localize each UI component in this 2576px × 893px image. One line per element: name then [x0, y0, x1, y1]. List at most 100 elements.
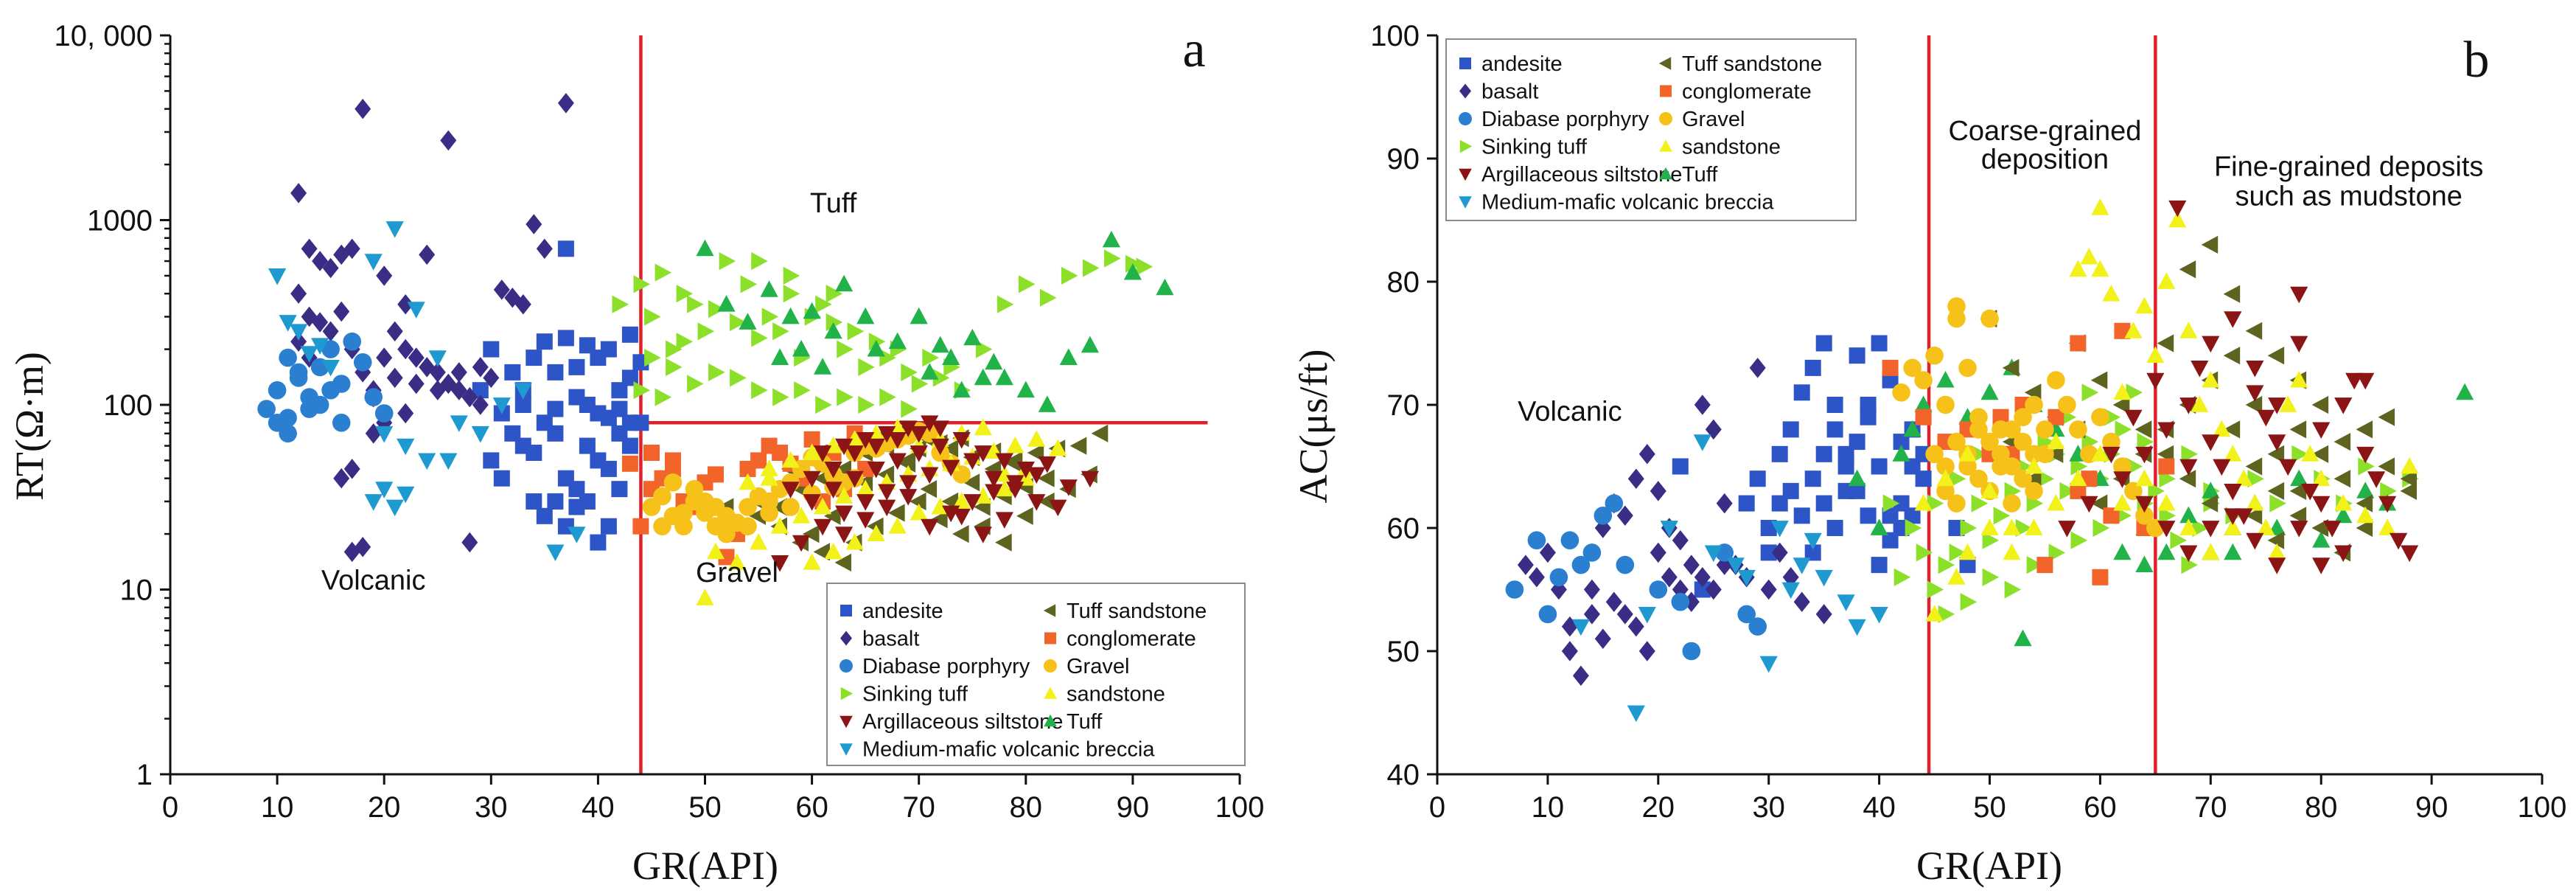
panel-a-diabase-point-0	[257, 400, 276, 418]
panel-a-legend-marker-gravel	[1044, 659, 1057, 673]
panel-b-argillaceous-point-23	[2367, 471, 2386, 488]
panel-b-sinking_tuff-point-5	[1982, 531, 2000, 549]
panel-b-legend-label-gravel: Gravel	[1682, 108, 1745, 131]
panel-b-tuff_sandstone-point-25	[2267, 347, 2285, 365]
panel-b-gravel-point-43	[1936, 457, 1955, 476]
panel-a-legend-label-diabase: Diabase porphyry	[862, 655, 1030, 678]
panel-a-legend-label-basalt: basalt	[862, 628, 919, 651]
panel-b-gravel-point-24	[1947, 432, 1966, 451]
panel-b-sinking_tuff-point-6	[1993, 507, 2011, 525]
panel-b-diabase-point-11	[1682, 642, 1701, 661]
panel-a-legend-label-andesite: andesite	[862, 600, 943, 623]
panel-b-andesite-point-0	[1672, 458, 1689, 475]
panel-b-andesite-point-7	[1793, 384, 1810, 401]
panel-a-legend-label-tuff: Tuff	[1067, 710, 1103, 734]
panel-b-basalt-point-34	[1760, 579, 1777, 600]
panel-b-y-tick-label: 50	[1387, 636, 1420, 668]
panel-b-series-breccia	[1571, 434, 1888, 723]
panel-b-legend-marker-tuff_sandstone	[1658, 57, 1672, 70]
panel-b-andesite-point-3	[1749, 470, 1766, 487]
panel-a-tuff-point-26	[771, 348, 789, 365]
panel-a-andesite-point-29	[547, 493, 564, 510]
panel-a-sinking_tuff-point-27	[911, 375, 929, 393]
panel-a-sinking_tuff-point-9	[719, 252, 736, 271]
panel-b-basalt-point-2	[1539, 542, 1556, 563]
panel-b-argillaceous-point-18	[2312, 496, 2331, 513]
panel-b-argillaceous-point-6	[2179, 397, 2198, 414]
panel-b-gravel-point-16	[2069, 420, 2087, 439]
panel-a-sinking_tuff-point-59	[676, 333, 694, 351]
panel-a-basalt-point-35	[514, 294, 531, 315]
panel-b-sinking_tuff-point-61	[1882, 494, 1900, 512]
panel-a-argillaceous-point-1	[792, 535, 811, 552]
panel-a-legend-marker-basalt	[840, 630, 852, 646]
panel-b-argillaceous-point-17	[2301, 484, 2320, 501]
panel-b-sandstone-point-45	[2179, 518, 2198, 535]
panel-a-gravel-point-30	[653, 517, 671, 535]
panel-a-tuff-point-9	[867, 339, 885, 357]
panel-a-tuff-point-15	[985, 352, 1003, 370]
panel-b-conglomerate-point-7	[2036, 557, 2053, 574]
panel-b-basalt-point-37	[1793, 591, 1810, 612]
panel-a-andesite-point-47	[611, 400, 628, 417]
panel-a-x-tick-label: 90	[1117, 791, 1150, 824]
panel-a-andesite-point-3	[526, 350, 542, 366]
panel-a-argillaceous-point-15	[824, 482, 842, 498]
panel-a-andesite-point-24	[600, 460, 617, 477]
panel-a-sandstone-point-23	[910, 503, 928, 521]
panel-b-gravel-point-8	[1980, 309, 1999, 328]
panel-a-tuff-point-8	[856, 307, 875, 324]
panel-b-sandstone-point-41	[2091, 445, 2109, 462]
panel-b-sandstone-point-28	[2290, 371, 2308, 388]
panel-a-basalt-point-43	[472, 357, 489, 378]
panel-a-argillaceous-point-43	[856, 432, 875, 449]
panel-a-legend-label-breccia: Medium-mafic volcanic breccia	[862, 738, 1155, 762]
panel-b-diabase-point-0	[1505, 580, 1524, 599]
panel-a-diabase-point-15	[364, 388, 383, 406]
panel-a-basalt-point-16	[312, 312, 329, 333]
panel-a-sandstone-point-3	[750, 532, 768, 550]
panel-a-basalt-point-3	[322, 257, 339, 279]
panel-a-tuff_sandstone-point-54	[1038, 492, 1055, 511]
panel-a-sandstone-point-29	[760, 459, 778, 476]
panel-b-sinking_tuff-point-54	[2291, 445, 2308, 463]
panel-a-argillaceous-point-20	[931, 438, 949, 456]
panel-a-sinking_tuff-point-43	[687, 375, 704, 393]
panel-b-sandstone-point-19	[2191, 395, 2209, 412]
panel-a-argillaceous-point-19	[910, 445, 928, 462]
panel-a-sinking_tuff-point-57	[633, 381, 651, 400]
panel-a-andesite-point-35	[611, 481, 628, 498]
panel-b-sandstone-point-38	[2025, 518, 2043, 535]
panel-a-sinking_tuff-point-21	[847, 322, 865, 341]
panel-b-sandstone-point-5	[2025, 456, 2043, 474]
panel-b-gravel-point-32	[2036, 420, 2054, 439]
panel-a-sinking_tuff-point-13	[761, 307, 779, 326]
panel-a-series-gravel	[642, 422, 971, 543]
panel-a-series-diabase	[257, 332, 394, 443]
panel-b-x-tick-label: 40	[1863, 791, 1896, 824]
panel-b-conglomerate-point-8	[2048, 409, 2064, 425]
panel-a-legend-marker-tuff_sandstone	[1043, 604, 1056, 617]
panel-a-gravel-point-35	[760, 504, 778, 522]
panel-a-legend-marker-sandstone	[1044, 687, 1057, 699]
panel-b-y-axis-label: AC(μs/ft)	[1291, 350, 1336, 504]
panel-b-sandstone-point-9	[2091, 260, 2109, 277]
panel-a-argillaceous-point-52	[952, 508, 971, 526]
panel-a-sandstone-point-1	[706, 542, 725, 560]
panel-a-sandstone-point-38	[739, 473, 757, 490]
panel-a-legend-label-tuff_sandstone: Tuff sandstone	[1067, 600, 1207, 623]
panel-a-breccia-point-6	[364, 254, 383, 271]
panel-a-legend-item-diabase: Diabase porphyry	[840, 655, 1030, 678]
panel-a-basalt-point-31	[472, 395, 489, 415]
panel-a-basalt-point-8	[397, 294, 414, 315]
panel-a-andesite-point-37	[483, 452, 500, 469]
panel-a-tuff-point-4	[781, 307, 800, 324]
panel-b-andesite-point-10	[1826, 397, 1843, 413]
panel-a-tuff-point-10	[888, 332, 907, 350]
panel-a-conglomerate-point-20	[621, 455, 638, 472]
panel-a-conglomerate-point-0	[632, 518, 649, 535]
panel-b-basalt-point-30	[1683, 555, 1700, 575]
panel-a-sandstone-point-5	[792, 507, 811, 524]
panel-a-basalt-point-7	[376, 265, 393, 286]
panel-b-argillaceous-point-20	[2334, 545, 2353, 563]
